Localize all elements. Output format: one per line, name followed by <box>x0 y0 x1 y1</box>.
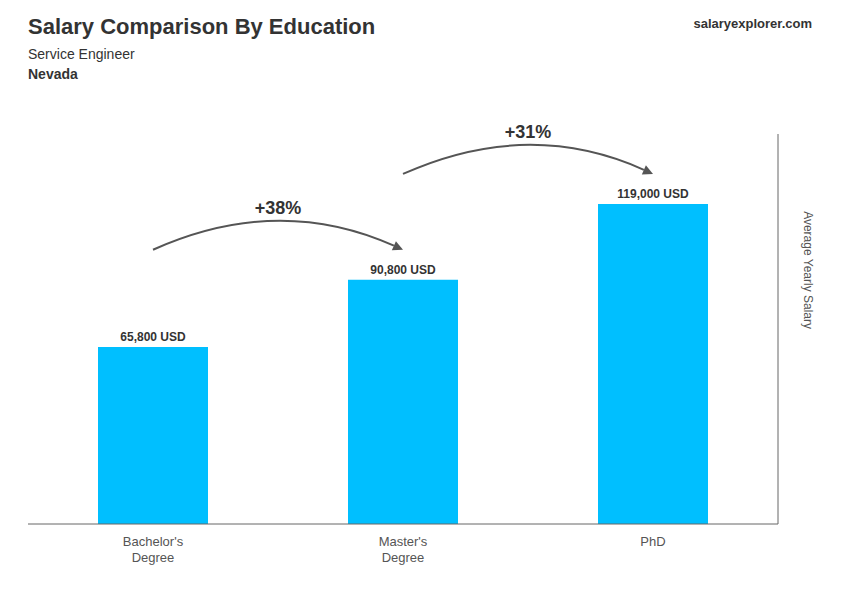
html-text:Nevada: Nevada <box>28 66 78 82</box>
html-text:salaryexplorer.com: salaryexplorer.com <box>693 16 812 31</box>
html-text:Salary Comparison By Education: Salary Comparison By Education <box>28 14 376 39</box>
svg-text:+31%: +31% <box>505 122 552 142</box>
svg-text:Average Yearly Salary: Average Yearly Salary <box>801 211 815 329</box>
svg-text:119,000 USD: 119,000 USD <box>617 187 689 201</box>
html-text:Service Engineer: Service Engineer <box>28 46 135 62</box>
svg-text:Bachelor'sDegree: Bachelor'sDegree <box>123 534 184 565</box>
svg-text:90,800 USD: 90,800 USD <box>370 263 436 277</box>
svg-text:PhD: PhD <box>640 534 665 549</box>
svg-text:Master'sDegree: Master'sDegree <box>379 534 428 565</box>
svg-text:65,800 USD: 65,800 USD <box>120 330 186 344</box>
svg-text:+38%: +38% <box>255 198 302 218</box>
